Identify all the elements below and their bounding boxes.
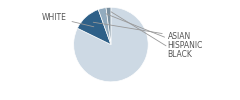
Wedge shape xyxy=(78,10,111,44)
Wedge shape xyxy=(98,8,111,44)
Wedge shape xyxy=(74,7,148,82)
Text: BLACK: BLACK xyxy=(111,12,193,59)
Text: ASIAN: ASIAN xyxy=(93,22,191,41)
Text: WHITE: WHITE xyxy=(42,13,94,27)
Text: HISPANIC: HISPANIC xyxy=(106,14,203,50)
Wedge shape xyxy=(106,7,111,44)
